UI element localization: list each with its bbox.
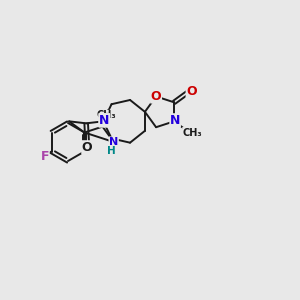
Text: N: N: [170, 114, 180, 127]
Text: N: N: [99, 114, 110, 127]
Text: O: O: [82, 141, 92, 154]
Text: N: N: [109, 137, 118, 147]
Text: F: F: [40, 150, 49, 163]
Text: O: O: [186, 85, 197, 98]
Text: H: H: [107, 146, 116, 156]
Text: CH₃: CH₃: [97, 110, 117, 120]
Text: N: N: [99, 114, 110, 127]
Text: O: O: [151, 90, 161, 103]
Text: CH₃: CH₃: [183, 128, 202, 137]
